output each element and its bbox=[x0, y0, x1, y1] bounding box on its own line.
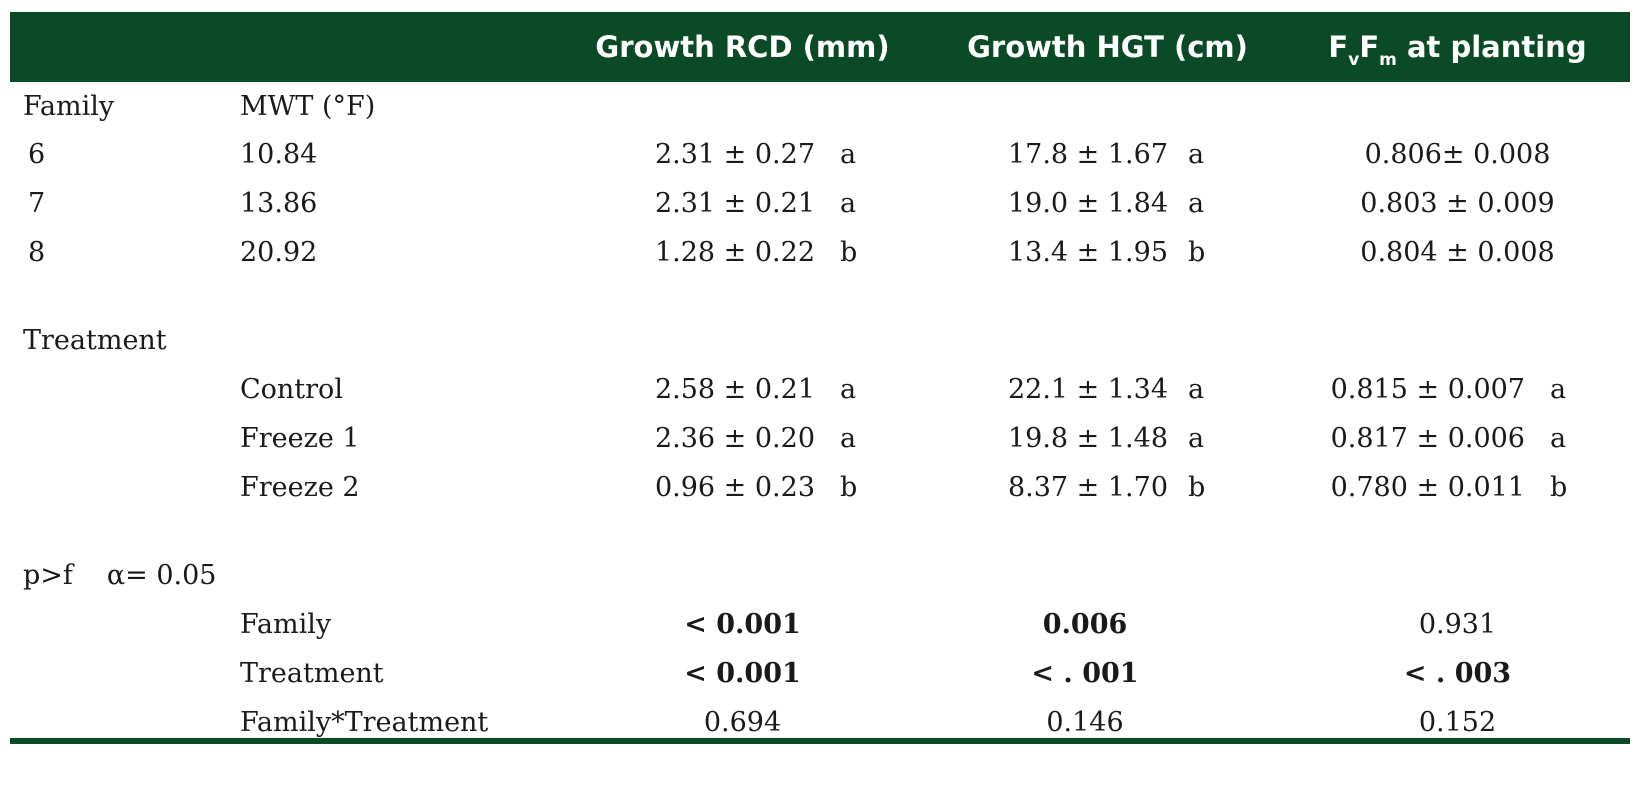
rcd-value: 2.58 ± 0.21 bbox=[654, 374, 815, 405]
header-growth-hgt: Growth HGT (cm) bbox=[967, 30, 1248, 64]
table-row: Family*Treatment 0.694 0.146 0.152 bbox=[10, 698, 1630, 748]
table-header: Growth RCD (mm) Growth HGT (cm) FvFm at … bbox=[10, 12, 1630, 82]
table-row: 6 10.84 2.31 ± 0.27 a 17.8 ± 1.67 a 0.80… bbox=[10, 130, 1630, 180]
header-col-family bbox=[10, 12, 225, 82]
mwt-label: MWT (°F) bbox=[240, 91, 376, 122]
table-body: Family MWT (°F) 6 10.84 2.31 ± 0.27 a 17… bbox=[10, 82, 1630, 788]
hgt-value: 19.0 ± 1.84 bbox=[1007, 188, 1168, 219]
table-row: 7 13.86 2.31 ± 0.21 a 19.0 ± 1.84 a 0.80… bbox=[10, 179, 1630, 229]
hgt-value: 8.37 ± 1.70 bbox=[1007, 472, 1168, 503]
table-row: Treatment < 0.001 < . 001 < . 003 bbox=[10, 649, 1630, 699]
hgt-value: 22.1 ± 1.34 bbox=[1007, 374, 1168, 405]
treatment-section-label: Treatment bbox=[23, 325, 167, 356]
fvfm-value: 0.815 ± 0.007 bbox=[1330, 374, 1525, 405]
rcd-value: 2.36 ± 0.20 bbox=[654, 423, 815, 454]
pvalue-effect-name: Family bbox=[240, 609, 332, 640]
table-row: Freeze 2 0.96 ± 0.23 b 8.37 ± 1.70 b 0.7… bbox=[10, 463, 1630, 513]
hgt-letter: a bbox=[1188, 374, 1205, 405]
family-id: 8 bbox=[28, 237, 46, 268]
fvfm-letter: a bbox=[1550, 423, 1567, 454]
header-col-mwt bbox=[225, 12, 555, 82]
fvfm-f2: F bbox=[1359, 30, 1380, 64]
fvfm-value: 0.780 ± 0.011 bbox=[1330, 472, 1525, 503]
alpha-label: α= 0.05 bbox=[106, 560, 217, 591]
rcd-value: 2.31 ± 0.27 bbox=[654, 139, 815, 170]
rcd-letter: b bbox=[840, 472, 858, 503]
pvalue-effect-name: Treatment bbox=[240, 658, 384, 689]
rcd-value: 0.96 ± 0.23 bbox=[654, 472, 815, 503]
fvfm-pvalue: 0.931 bbox=[1418, 609, 1497, 640]
rcd-letter: a bbox=[840, 423, 857, 454]
rcd-letter: a bbox=[840, 188, 857, 219]
pvalue-section-row: p>f α= 0.05 bbox=[10, 551, 1630, 601]
hgt-value: 17.8 ± 1.67 bbox=[1007, 139, 1168, 170]
family-id: 6 bbox=[28, 139, 46, 170]
fvfm-pvalue: < . 003 bbox=[1403, 658, 1512, 689]
pvalue-section-label: p>f α= 0.05 bbox=[23, 551, 216, 601]
header-fvfm: FvFm at planting bbox=[1285, 12, 1630, 82]
rcd-pvalue: < 0.001 bbox=[684, 609, 801, 640]
fvfm-letter: b bbox=[1550, 472, 1568, 503]
rcd-letter: a bbox=[840, 139, 857, 170]
table-row: Family < 0.001 0.006 0.931 bbox=[10, 600, 1630, 650]
treatment-section-row: Treatment bbox=[10, 316, 1630, 366]
hgt-pvalue: 0.146 bbox=[1046, 707, 1124, 738]
fvfm-value: 0.804 ± 0.008 bbox=[1360, 237, 1555, 268]
hgt-value: 13.4 ± 1.95 bbox=[1007, 237, 1168, 268]
hgt-value: 19.8 ± 1.48 bbox=[1007, 423, 1168, 454]
treatment-name: Freeze 1 bbox=[240, 423, 360, 454]
hgt-pvalue: 0.006 bbox=[1042, 609, 1128, 640]
fvfm-f1: F bbox=[1328, 30, 1349, 64]
fvfm-sub-v: v bbox=[1348, 50, 1360, 70]
hgt-letter: b bbox=[1188, 237, 1206, 268]
fvfm-sub-m: m bbox=[1379, 50, 1397, 70]
results-table: Growth RCD (mm) Growth HGT (cm) FvFm at … bbox=[10, 12, 1630, 788]
family-id: 7 bbox=[28, 188, 46, 219]
pf-label: p>f bbox=[23, 560, 73, 591]
mwt-value: 10.84 bbox=[240, 139, 318, 170]
hgt-letter: a bbox=[1188, 423, 1205, 454]
rcd-value: 2.31 ± 0.21 bbox=[654, 188, 815, 219]
hgt-letter: b bbox=[1188, 472, 1206, 503]
fvfm-letter: a bbox=[1550, 374, 1567, 405]
rcd-pvalue: < 0.001 bbox=[684, 658, 801, 689]
fvfm-suffix: at planting bbox=[1396, 30, 1587, 64]
treatment-name: Control bbox=[240, 374, 343, 405]
hgt-letter: a bbox=[1188, 188, 1205, 219]
treatment-name: Freeze 2 bbox=[240, 472, 360, 503]
fvfm-value: 0.803 ± 0.009 bbox=[1360, 188, 1555, 219]
header-growth-rcd: Growth RCD (mm) bbox=[595, 30, 890, 64]
table-row: Control 2.58 ± 0.21 a 22.1 ± 1.34 a 0.81… bbox=[10, 365, 1630, 415]
fvfm-pvalue: 0.152 bbox=[1418, 707, 1497, 738]
table-row: Freeze 1 2.36 ± 0.20 a 19.8 ± 1.48 a 0.8… bbox=[10, 414, 1630, 464]
family-section-row: Family MWT (°F) bbox=[10, 82, 1630, 132]
hgt-pvalue: < . 001 bbox=[1031, 658, 1139, 689]
family-section-label: Family bbox=[23, 91, 115, 122]
fvfm-value: 0.817 ± 0.006 bbox=[1330, 423, 1525, 454]
rcd-letter: a bbox=[840, 374, 857, 405]
mwt-value: 20.92 bbox=[240, 237, 318, 268]
rcd-pvalue: 0.694 bbox=[703, 707, 782, 738]
bottom-rule bbox=[10, 738, 1630, 744]
fvfm-value: 0.806± 0.008 bbox=[1364, 139, 1551, 170]
rcd-letter: b bbox=[840, 237, 858, 268]
pvalue-effect-name: Family*Treatment bbox=[240, 707, 489, 738]
table-row: 8 20.92 1.28 ± 0.22 b 13.4 ± 1.95 b 0.80… bbox=[10, 228, 1630, 278]
hgt-letter: a bbox=[1188, 139, 1205, 170]
mwt-value: 13.86 bbox=[240, 188, 318, 219]
rcd-value: 1.28 ± 0.22 bbox=[654, 237, 815, 268]
